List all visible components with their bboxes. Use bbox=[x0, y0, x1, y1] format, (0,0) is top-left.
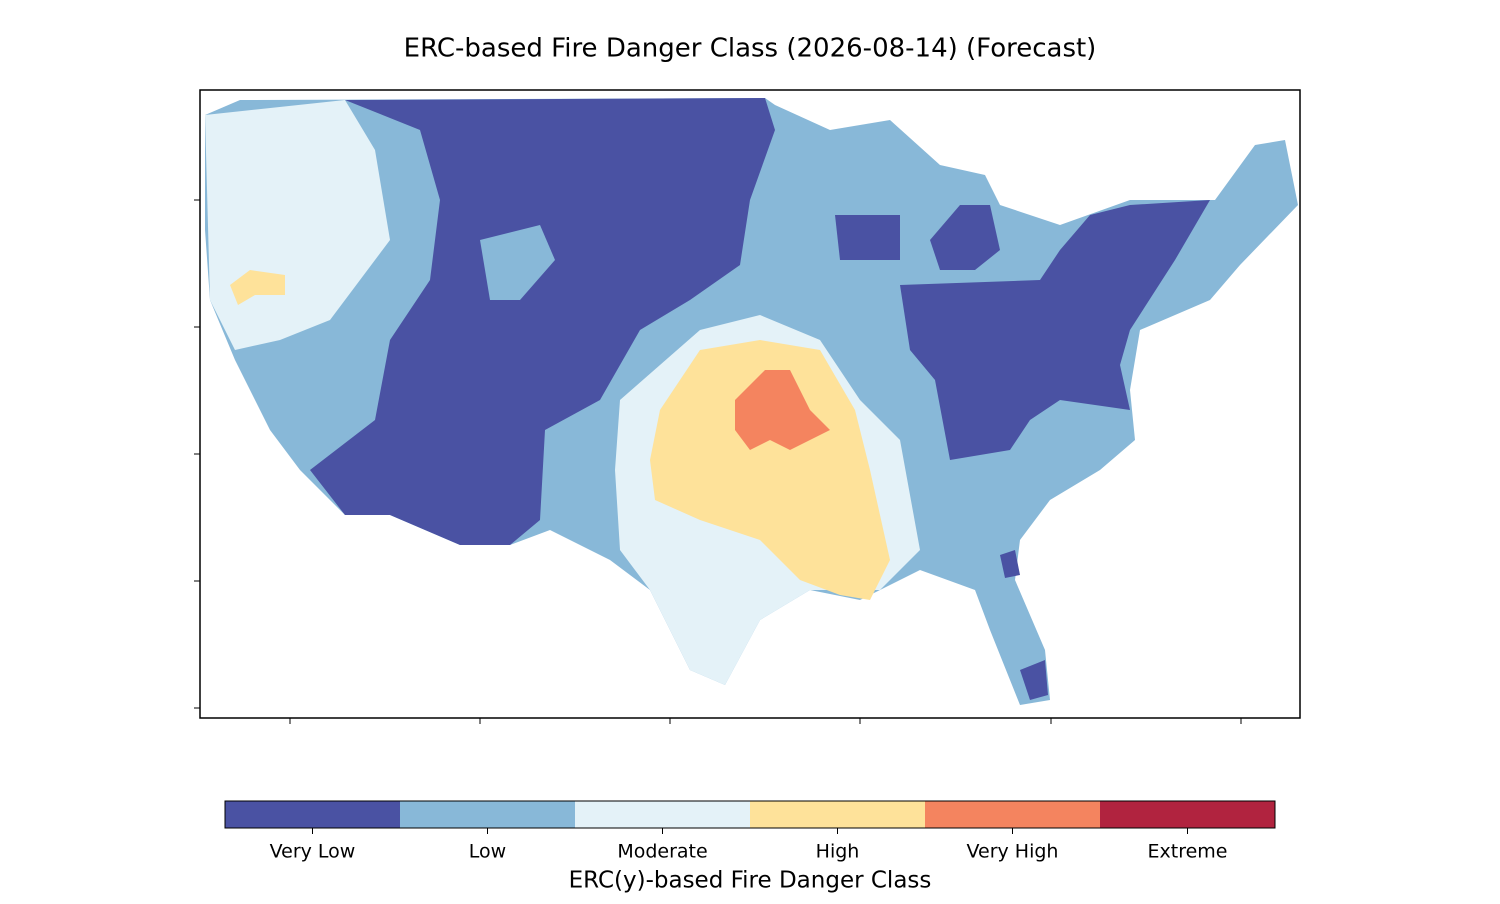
region-high bbox=[230, 270, 285, 305]
colorbar-swatch bbox=[575, 801, 750, 828]
region-very-low bbox=[1020, 660, 1048, 700]
region-very-high bbox=[735, 370, 830, 450]
region-very-low bbox=[930, 205, 1000, 270]
colorbar-tick-label: Very High bbox=[967, 841, 1059, 863]
colorbar-swatch bbox=[225, 801, 400, 828]
colorbar: Very Low Low Moderate High Very High Extreme bbox=[224, 800, 1276, 863]
map-frame bbox=[199, 89, 1301, 719]
region-very-low bbox=[1000, 550, 1020, 578]
title: ERC-based Fire Danger Class (2026-08-14)… bbox=[404, 34, 1097, 64]
region-low bbox=[480, 225, 555, 300]
colorbar-tick-label: Low bbox=[469, 841, 506, 863]
colorbar-swatch bbox=[750, 801, 925, 828]
colorbar-label: ERC(y)-based Fire Danger Class bbox=[569, 868, 932, 894]
region-very-low bbox=[900, 200, 1210, 460]
colorbar-tick-label: Very Low bbox=[270, 841, 356, 863]
colorbar-tick-label: Moderate bbox=[617, 841, 707, 863]
colorbar-tick-label: High bbox=[816, 841, 860, 863]
colorbar-frame bbox=[224, 800, 1276, 829]
region-high bbox=[650, 340, 890, 600]
colorbar-swatch bbox=[925, 801, 1100, 828]
region-very-low bbox=[310, 98, 775, 545]
colorbar-swatch bbox=[400, 801, 575, 828]
colorbar-tick-label: Extreme bbox=[1148, 841, 1228, 863]
map-ticks bbox=[194, 199, 1242, 724]
map bbox=[205, 98, 1298, 705]
region-very-low bbox=[835, 215, 900, 260]
colorbar-swatch bbox=[1100, 801, 1275, 828]
